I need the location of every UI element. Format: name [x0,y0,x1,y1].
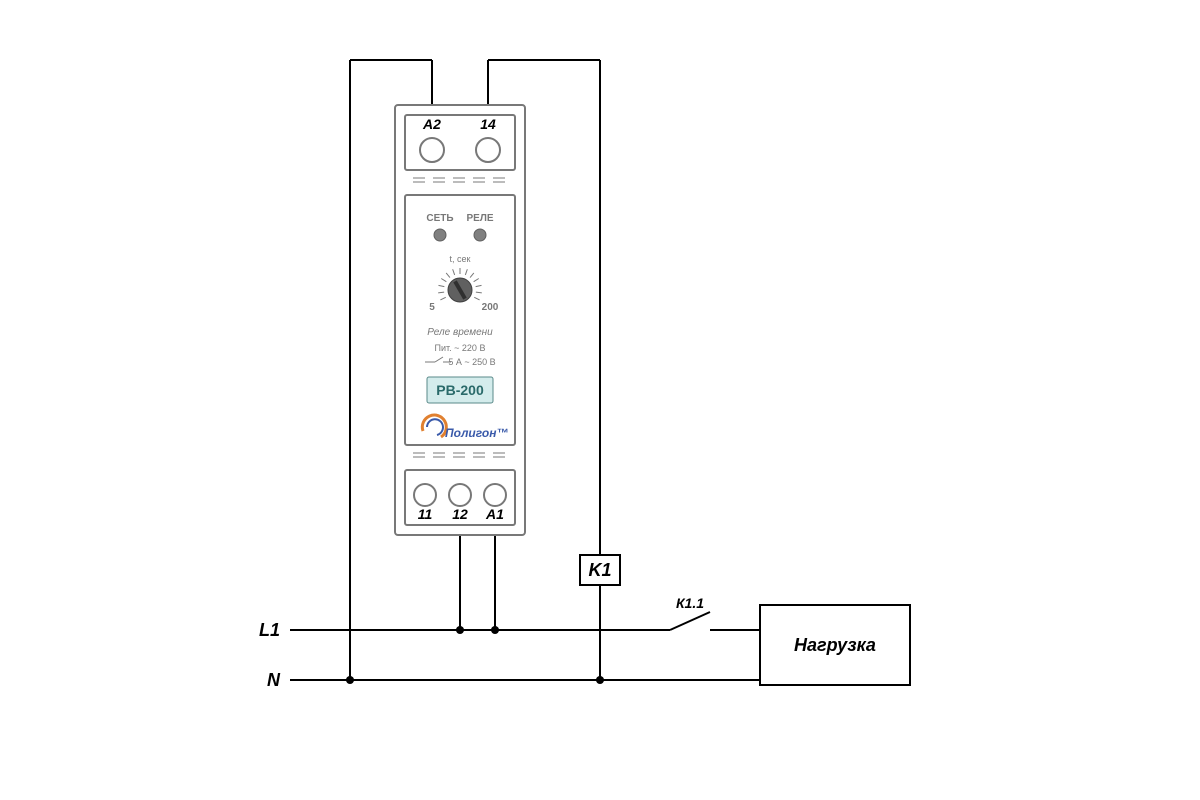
svg-text:14: 14 [480,116,496,132]
svg-text:A2: A2 [422,116,441,132]
svg-text:L1: L1 [259,620,280,640]
svg-text:5 А ~ 250 В: 5 А ~ 250 В [448,357,495,367]
svg-text:СЕТЬ: СЕТЬ [426,213,453,224]
svg-text:N: N [267,670,281,690]
svg-text:12: 12 [452,506,468,522]
svg-text:Полигон™: Полигон™ [445,426,508,440]
svg-text:K1: K1 [588,560,611,580]
svg-text:t, сек: t, сек [450,254,471,264]
svg-text:5: 5 [429,302,435,313]
svg-text:Нагрузка: Нагрузка [794,635,876,655]
svg-text:200: 200 [482,302,499,313]
svg-text:К1.1: К1.1 [676,595,704,611]
svg-text:Реле времени: Реле времени [427,327,493,338]
svg-text:РЕЛЕ: РЕЛЕ [466,213,493,224]
svg-text:A1: A1 [485,506,504,522]
svg-text:Пит. ~ 220 В: Пит. ~ 220 В [435,343,486,353]
svg-text:РВ-200: РВ-200 [436,382,484,398]
wiring-diagram: L1 N K1 К1.1 Нагрузка A2 14 СЕТЬ РЕЛЕ t, сек 5 200 Р… [0,0,1200,800]
svg-text:11: 11 [418,506,433,522]
